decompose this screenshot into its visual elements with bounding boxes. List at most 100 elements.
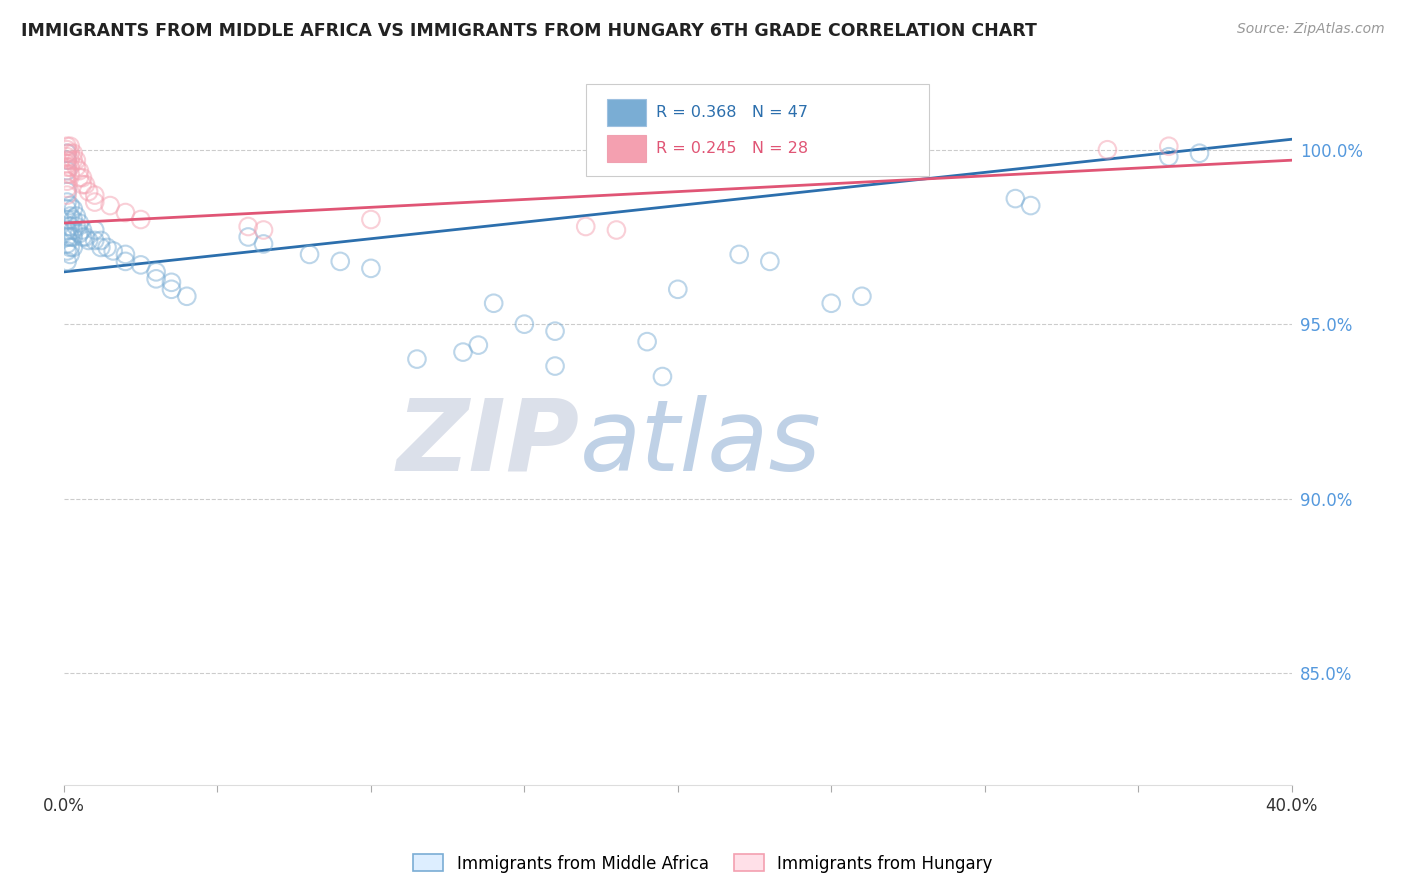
Point bbox=[72, 230, 94, 244]
Point bbox=[1157, 150, 1180, 164]
Point bbox=[56, 146, 79, 161]
Text: atlas: atlas bbox=[579, 394, 821, 491]
Point bbox=[467, 338, 489, 352]
Point bbox=[62, 240, 84, 254]
Point bbox=[56, 230, 79, 244]
Point bbox=[56, 188, 79, 202]
Point bbox=[252, 236, 274, 251]
Point bbox=[575, 219, 598, 234]
Text: Source: ZipAtlas.com: Source: ZipAtlas.com bbox=[1237, 22, 1385, 37]
Point bbox=[67, 170, 90, 185]
Point bbox=[75, 230, 97, 244]
FancyBboxPatch shape bbox=[586, 84, 929, 177]
Point bbox=[62, 153, 84, 168]
Point bbox=[56, 139, 79, 153]
Point bbox=[56, 174, 79, 188]
Point bbox=[62, 230, 84, 244]
Point bbox=[56, 223, 79, 237]
Point bbox=[83, 195, 105, 210]
Point bbox=[59, 198, 82, 212]
Point bbox=[160, 282, 183, 296]
Point bbox=[605, 223, 627, 237]
Point bbox=[1097, 143, 1119, 157]
Point bbox=[56, 202, 79, 216]
Point bbox=[298, 247, 321, 261]
Point bbox=[59, 160, 82, 174]
Point bbox=[252, 223, 274, 237]
Point bbox=[56, 185, 79, 199]
Point bbox=[329, 254, 352, 268]
Point bbox=[72, 223, 94, 237]
Point bbox=[59, 240, 82, 254]
Point bbox=[820, 296, 842, 310]
Point bbox=[59, 230, 82, 244]
Point bbox=[482, 296, 505, 310]
Point bbox=[145, 265, 167, 279]
Point bbox=[56, 167, 79, 181]
Point bbox=[83, 188, 105, 202]
Point bbox=[544, 359, 567, 373]
Point bbox=[65, 209, 87, 223]
Point bbox=[56, 160, 79, 174]
Point bbox=[59, 209, 82, 223]
Point bbox=[160, 276, 183, 290]
Point bbox=[59, 247, 82, 261]
Point bbox=[56, 244, 79, 258]
Point bbox=[62, 202, 84, 216]
Point bbox=[1188, 146, 1211, 161]
Point bbox=[83, 234, 105, 248]
Point bbox=[72, 170, 94, 185]
Point bbox=[651, 369, 673, 384]
Point bbox=[360, 261, 382, 276]
Text: R = 0.245   N = 28: R = 0.245 N = 28 bbox=[655, 141, 808, 156]
Point bbox=[238, 219, 260, 234]
Text: ZIP: ZIP bbox=[396, 394, 579, 491]
Point bbox=[67, 216, 90, 230]
Point bbox=[56, 236, 79, 251]
Point bbox=[65, 219, 87, 234]
Point bbox=[90, 234, 112, 248]
Point bbox=[90, 240, 112, 254]
Point bbox=[98, 198, 121, 212]
Point bbox=[56, 181, 79, 195]
Point bbox=[56, 212, 79, 227]
Point bbox=[759, 254, 782, 268]
Text: IMMIGRANTS FROM MIDDLE AFRICA VS IMMIGRANTS FROM HUNGARY 6TH GRADE CORRELATION C: IMMIGRANTS FROM MIDDLE AFRICA VS IMMIGRA… bbox=[21, 22, 1038, 40]
Point bbox=[1004, 192, 1026, 206]
Legend: Immigrants from Middle Africa, Immigrants from Hungary: Immigrants from Middle Africa, Immigrant… bbox=[406, 847, 1000, 880]
Point bbox=[62, 146, 84, 161]
Point bbox=[59, 153, 82, 168]
Point bbox=[77, 185, 100, 199]
Point bbox=[513, 317, 536, 331]
Point bbox=[96, 240, 118, 254]
Point bbox=[56, 150, 79, 164]
Point bbox=[62, 212, 84, 227]
Point bbox=[114, 247, 136, 261]
Point bbox=[56, 143, 79, 157]
Point bbox=[59, 219, 82, 234]
Point bbox=[145, 272, 167, 286]
Point bbox=[56, 254, 79, 268]
Point bbox=[67, 163, 90, 178]
Point bbox=[129, 212, 152, 227]
Point bbox=[83, 223, 105, 237]
Point bbox=[59, 146, 82, 161]
Point bbox=[114, 254, 136, 268]
Point bbox=[129, 258, 152, 272]
Point bbox=[56, 153, 79, 168]
Point bbox=[56, 157, 79, 171]
Point bbox=[1019, 198, 1042, 212]
Point bbox=[406, 352, 429, 367]
Point bbox=[56, 163, 79, 178]
Point bbox=[1157, 139, 1180, 153]
Point bbox=[59, 139, 82, 153]
Bar bbox=[606, 135, 645, 162]
Point bbox=[176, 289, 198, 303]
Point bbox=[56, 195, 79, 210]
Point bbox=[360, 212, 382, 227]
Point bbox=[65, 160, 87, 174]
Point bbox=[636, 334, 658, 349]
Point bbox=[77, 234, 100, 248]
Point bbox=[728, 247, 751, 261]
Bar bbox=[606, 99, 645, 127]
